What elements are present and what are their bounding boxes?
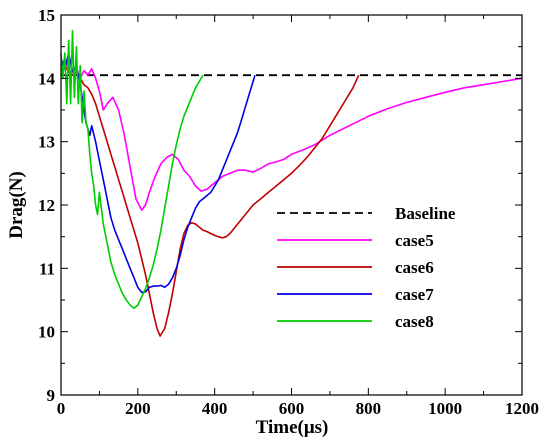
y-tick-label: 14	[38, 69, 56, 88]
legend: Baseline case5 case6 case7 case8	[277, 204, 456, 331]
x-tick-label: 600	[279, 399, 305, 418]
x-tick-label: 1200	[505, 399, 539, 418]
legend-label-case5: case5	[395, 231, 434, 250]
y-tick-label: 9	[47, 386, 56, 405]
x-tick-label: 0	[57, 399, 66, 418]
x-tick-label: 800	[356, 399, 382, 418]
legend-label-case8: case8	[395, 312, 434, 331]
y-tick-label: 15	[38, 6, 55, 25]
plot-area	[60, 29, 523, 337]
series-line-case7	[60, 52, 256, 294]
x-tick-label: 1000	[428, 399, 462, 418]
y-tick-label: 11	[39, 259, 55, 278]
x-axis-title: Time(μs)	[256, 417, 329, 438]
legend-label-baseline: Baseline	[395, 204, 456, 223]
y-tick-label: 10	[38, 323, 55, 342]
axes: 0 200 400 600 800 1000 1200 9 10 11 12 13 14 15	[38, 6, 539, 418]
x-tick-label: 400	[202, 399, 228, 418]
series-line-case8	[60, 29, 204, 310]
series-line-case5	[60, 58, 523, 211]
legend-label-case6: case6	[395, 258, 434, 277]
y-tick-label: 12	[38, 196, 55, 215]
y-axis-title: Drag(N)	[6, 171, 27, 239]
legend-label-case7: case7	[395, 285, 434, 304]
y-tick-label: 13	[38, 133, 55, 152]
x-tick-label: 200	[125, 399, 151, 418]
